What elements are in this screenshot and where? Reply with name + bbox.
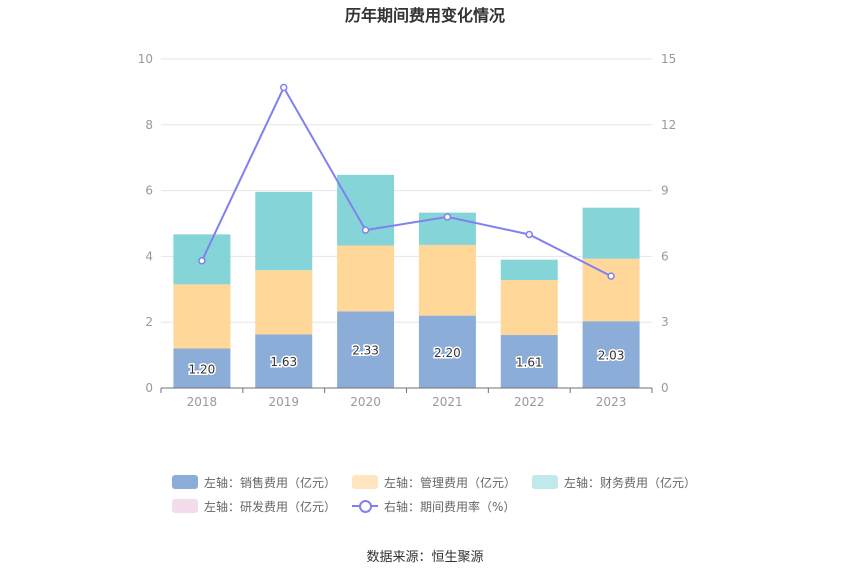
bar-segment bbox=[337, 311, 395, 388]
legend-swatch bbox=[172, 499, 198, 513]
left-tick-label: 8 bbox=[145, 118, 153, 132]
legend-item-sales[interactable]: 左轴：销售费用（亿元） bbox=[172, 474, 336, 491]
bar-series bbox=[173, 174, 640, 388]
right-tick-label: 15 bbox=[661, 52, 676, 66]
right-tick-label: 6 bbox=[661, 249, 669, 263]
x-tick-label: 2022 bbox=[514, 395, 545, 409]
left-tick-label: 4 bbox=[145, 249, 153, 263]
legend-label: 左轴：研发费用（亿元） bbox=[204, 499, 337, 514]
x-axis bbox=[160, 387, 653, 393]
legend-line-swatch bbox=[352, 499, 379, 513]
bar-segment bbox=[337, 245, 395, 312]
right-tick-label: 12 bbox=[661, 118, 676, 132]
bar-segment bbox=[582, 258, 640, 322]
bar-segment bbox=[255, 270, 313, 335]
bar-segment bbox=[500, 280, 558, 336]
bar-segment bbox=[173, 284, 231, 349]
left-axis-ticks: 0 2 4 6 8 10 bbox=[138, 52, 153, 395]
left-tick-label: 0 bbox=[145, 381, 153, 395]
bar-data-label: 1.63 bbox=[270, 355, 297, 369]
bar-segment bbox=[418, 315, 476, 388]
x-tick-label: 2020 bbox=[350, 395, 381, 409]
legend: 左轴：销售费用（亿元） 左轴：管理费用（亿元） 左轴：财务费用（亿元） 左轴：研… bbox=[172, 470, 696, 518]
x-tick-label: 2021 bbox=[432, 395, 463, 409]
legend-item-expense-ratio[interactable]: 右轴：期间费用率（%） bbox=[352, 498, 515, 515]
x-tick-label: 2019 bbox=[268, 395, 299, 409]
legend-label: 左轴：财务费用（亿元） bbox=[564, 475, 697, 490]
legend-swatch bbox=[172, 475, 198, 489]
legend-item-rnd[interactable]: 左轴：研发费用（亿元） bbox=[172, 498, 336, 515]
legend-item-admin[interactable]: 左轴：管理费用（亿元） bbox=[352, 474, 516, 491]
line-point bbox=[280, 83, 288, 92]
bar-segment bbox=[582, 321, 640, 388]
data-source: 数据来源：恒生聚源 bbox=[366, 550, 484, 565]
bar-segment bbox=[500, 335, 558, 388]
right-axis-ticks: 0 3 6 9 12 15 bbox=[661, 52, 676, 395]
line-point bbox=[198, 257, 206, 265]
x-tick-label: 2023 bbox=[596, 395, 627, 409]
line-point bbox=[607, 272, 615, 280]
bar-data-label: 2.33 bbox=[352, 344, 379, 358]
legend-swatch bbox=[532, 475, 559, 489]
line-point bbox=[443, 213, 452, 221]
legend-item-finance[interactable]: 左轴：财务费用（亿元） bbox=[532, 474, 696, 491]
bar-data-label: 1.61 bbox=[516, 356, 543, 370]
line-path bbox=[201, 85, 612, 278]
line-point bbox=[361, 226, 370, 234]
right-tick-label: 3 bbox=[661, 315, 669, 329]
legend-label: 左轴：销售费用（亿元） bbox=[204, 475, 337, 490]
bar-segment bbox=[500, 259, 558, 281]
bar-data-label: 2.20 bbox=[434, 346, 461, 360]
bar-segment bbox=[582, 207, 640, 259]
chart-title: 历年期间费用变化情况 bbox=[344, 6, 505, 25]
bar-segment bbox=[418, 244, 476, 316]
bar-data-label: 2.03 bbox=[598, 349, 625, 363]
x-axis-tick-labels: 2018 2019 2020 2021 2022 2023 bbox=[187, 395, 627, 409]
bar-data-labels: 1.20 1.63 2.33 2.20 1.61 2.03 bbox=[187, 342, 626, 378]
legend-label: 右轴：期间费用率（%） bbox=[384, 499, 516, 514]
bar-segment bbox=[337, 174, 395, 246]
line-series bbox=[198, 83, 615, 280]
left-tick-label: 10 bbox=[138, 52, 153, 66]
legend-swatch bbox=[352, 475, 379, 489]
line-point bbox=[525, 230, 533, 239]
right-tick-label: 9 bbox=[661, 184, 669, 198]
bar-segment bbox=[255, 191, 313, 271]
x-tick-label: 2018 bbox=[187, 395, 218, 409]
grid-lines bbox=[161, 58, 652, 323]
right-tick-label: 0 bbox=[661, 381, 669, 395]
bar-segment bbox=[255, 334, 313, 388]
bar-segment bbox=[173, 348, 231, 388]
left-tick-label: 2 bbox=[145, 315, 153, 329]
bar-data-label: 1.20 bbox=[189, 362, 216, 376]
left-tick-label: 6 bbox=[145, 184, 153, 198]
legend-label: 左轴：管理费用（亿元） bbox=[384, 475, 517, 490]
